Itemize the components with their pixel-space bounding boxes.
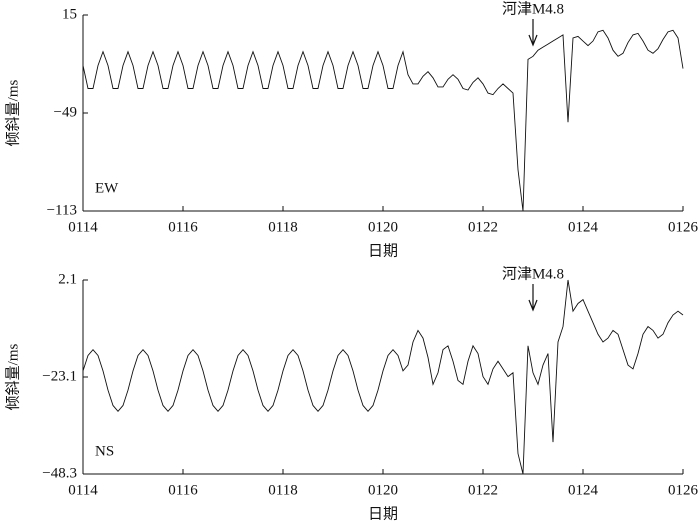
y-tick-label: −48.3: [42, 465, 77, 481]
y-axis-label: 倾斜量/ms: [4, 344, 21, 411]
annotation-arrow: [528, 284, 538, 312]
x-axis-label: 日期: [368, 242, 398, 259]
x-tick-label: 0114: [68, 219, 98, 235]
y-tick-label: −113: [47, 202, 77, 218]
y-tick-label: 15: [62, 6, 77, 22]
x-tick-label: 0126: [668, 482, 699, 498]
y-axis-label: 倾斜量/ms: [4, 80, 21, 147]
data-line: [82, 29, 684, 212]
annotation-text: 河津M4.8: [502, 0, 564, 17]
x-tick-label: 0118: [268, 219, 297, 235]
x-tick-label: 0122: [468, 482, 498, 498]
x-tick-label: 0118: [268, 482, 297, 498]
x-tick-label: 0126: [668, 219, 699, 235]
y-tick-label: −23.1: [42, 368, 77, 384]
annotation-arrow: [528, 19, 538, 47]
x-tick-label: 0116: [168, 219, 198, 235]
data-line: [82, 279, 684, 475]
x-tick-label: 0120: [368, 482, 398, 498]
x-tick-label: 0120: [368, 219, 398, 235]
annotation-text: 河津M4.8: [502, 265, 564, 282]
x-axis-label: 日期: [368, 505, 398, 522]
x-tick-label: 0124: [568, 219, 599, 235]
panel-label: EW: [95, 180, 119, 196]
y-tick-label: 2.1: [58, 271, 77, 287]
x-tick-label: 0124: [568, 482, 599, 498]
panel-label: NS: [95, 443, 114, 459]
x-tick-label: 0122: [468, 219, 498, 235]
x-tick-label: 0114: [68, 482, 98, 498]
x-tick-label: 0116: [168, 482, 198, 498]
y-tick-label: −49: [54, 104, 77, 120]
